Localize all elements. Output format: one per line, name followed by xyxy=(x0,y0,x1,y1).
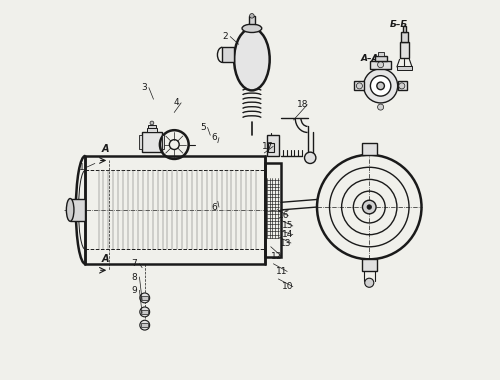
Circle shape xyxy=(378,62,384,68)
Bar xyxy=(370,60,391,69)
Circle shape xyxy=(399,83,405,89)
Bar xyxy=(70,198,86,221)
Text: 8: 8 xyxy=(132,272,138,282)
Text: Б–Б: Б–Б xyxy=(390,20,408,29)
Text: 5: 5 xyxy=(200,123,205,132)
Bar xyxy=(162,135,164,149)
Circle shape xyxy=(367,205,372,209)
Bar xyxy=(249,16,254,24)
Circle shape xyxy=(356,83,362,89)
Text: 1: 1 xyxy=(78,163,84,172)
Bar xyxy=(86,156,265,264)
Bar xyxy=(142,133,162,152)
Bar xyxy=(354,81,364,90)
Circle shape xyxy=(250,14,254,18)
Bar xyxy=(402,27,406,33)
Ellipse shape xyxy=(242,24,262,33)
Text: 17: 17 xyxy=(262,142,274,151)
Text: 12: 12 xyxy=(271,252,282,261)
Circle shape xyxy=(378,104,384,110)
Text: А: А xyxy=(102,144,109,154)
Circle shape xyxy=(140,293,149,303)
Bar xyxy=(400,42,409,58)
Bar xyxy=(398,81,407,90)
Text: 13: 13 xyxy=(280,239,291,247)
Text: 16: 16 xyxy=(278,211,289,220)
Circle shape xyxy=(150,121,154,125)
Circle shape xyxy=(140,307,149,317)
Bar xyxy=(268,142,274,152)
Bar xyxy=(142,296,148,300)
Circle shape xyxy=(370,76,391,96)
Circle shape xyxy=(362,200,376,214)
Circle shape xyxy=(140,320,149,330)
Bar xyxy=(148,125,156,128)
Text: 4: 4 xyxy=(174,98,179,108)
Bar xyxy=(362,259,377,271)
Circle shape xyxy=(364,69,398,103)
Ellipse shape xyxy=(66,198,74,221)
Bar xyxy=(142,310,148,314)
Text: 6: 6 xyxy=(211,133,217,142)
Bar xyxy=(222,47,234,62)
Text: 7: 7 xyxy=(132,259,138,268)
Text: 9: 9 xyxy=(132,286,138,295)
Bar xyxy=(142,323,148,327)
Text: 11: 11 xyxy=(276,267,288,276)
Bar xyxy=(401,33,408,42)
Text: 10: 10 xyxy=(282,282,294,291)
Text: А: А xyxy=(102,254,109,264)
Text: 15: 15 xyxy=(282,222,294,230)
Bar xyxy=(362,143,377,155)
Text: А–А: А–А xyxy=(361,54,380,63)
Bar xyxy=(140,135,142,149)
Bar xyxy=(378,52,384,55)
Text: 3: 3 xyxy=(141,83,147,92)
Text: 14: 14 xyxy=(282,230,294,239)
Bar xyxy=(146,128,157,133)
Bar xyxy=(265,163,281,257)
Circle shape xyxy=(364,278,374,287)
Text: 18: 18 xyxy=(296,100,308,109)
Circle shape xyxy=(304,152,316,163)
Ellipse shape xyxy=(234,28,270,90)
Text: 2: 2 xyxy=(222,32,228,41)
Circle shape xyxy=(377,82,384,90)
Bar xyxy=(397,66,412,70)
Text: 6: 6 xyxy=(211,203,217,212)
Bar xyxy=(267,135,279,156)
Bar xyxy=(374,55,386,60)
